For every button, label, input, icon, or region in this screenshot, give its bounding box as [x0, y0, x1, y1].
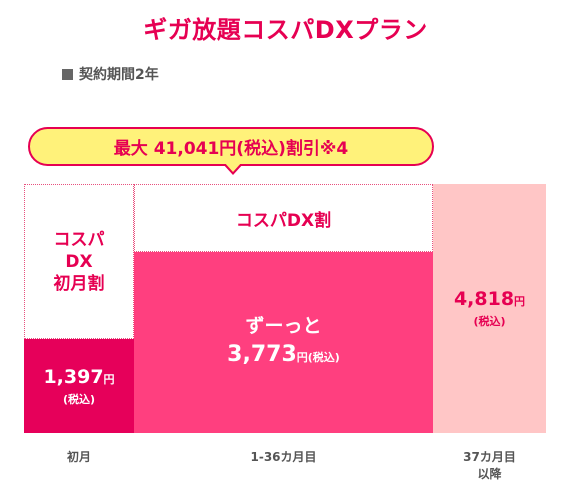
- contract-term-label: 契約期間2年: [79, 67, 159, 83]
- main-period-phrase: ずーっと: [245, 315, 322, 337]
- main-period-unit: 円: [296, 351, 308, 364]
- dx-discount-box: コスパDX割: [134, 184, 433, 252]
- max-discount-bubble: 最大 41,041円(税込)割引※4: [28, 127, 434, 166]
- first-month-discount-box: コスパ DX 初月割: [24, 184, 134, 339]
- first-month-price-bar: 1,397円 (税込): [24, 339, 134, 433]
- period-label-after-line: 37カ月目: [463, 450, 516, 464]
- main-period-tax: (税込): [307, 351, 340, 364]
- first-month-tax: (税込): [62, 392, 96, 406]
- dx-discount-label: コスパDX割: [235, 210, 332, 231]
- main-period-price-bar: ずーっと 3,773円(税込): [134, 252, 433, 433]
- square-bullet-icon: [62, 68, 73, 80]
- first-month-price: 1,397円: [43, 365, 114, 392]
- main-period-price: 3,773円(税込): [227, 341, 340, 372]
- max-discount-text: 最大 41,041円(税込)割引※4: [113, 139, 349, 159]
- first-month-unit: 円: [103, 372, 115, 386]
- after-period-unit: 円: [514, 295, 526, 308]
- period-label-main: 1-36カ月目: [250, 450, 317, 464]
- bubble-tail-fill: [224, 162, 242, 172]
- after-period-price: 4,818円: [454, 287, 525, 314]
- first-month-discount-line: DX: [65, 251, 93, 272]
- period-label-after: 37カ月目 以降: [433, 449, 546, 483]
- after-period-tax: (税込): [473, 315, 506, 328]
- period-label-after-line: 以降: [477, 467, 502, 481]
- first-month-discount-line: コスパ: [53, 229, 105, 250]
- period-label-first: 初月: [66, 450, 91, 464]
- after-period-price-bar: 4,818円 (税込): [433, 184, 546, 433]
- page-title: ギガ放題コスパDXプラン: [143, 16, 428, 44]
- first-month-discount-line: 初月割: [53, 273, 105, 294]
- first-month-amount: 1,397: [43, 365, 104, 388]
- after-period-amount: 4,818: [453, 288, 515, 310]
- contract-term: 契約期間2年: [62, 64, 159, 84]
- main-period-amount: 3,773: [227, 342, 297, 367]
